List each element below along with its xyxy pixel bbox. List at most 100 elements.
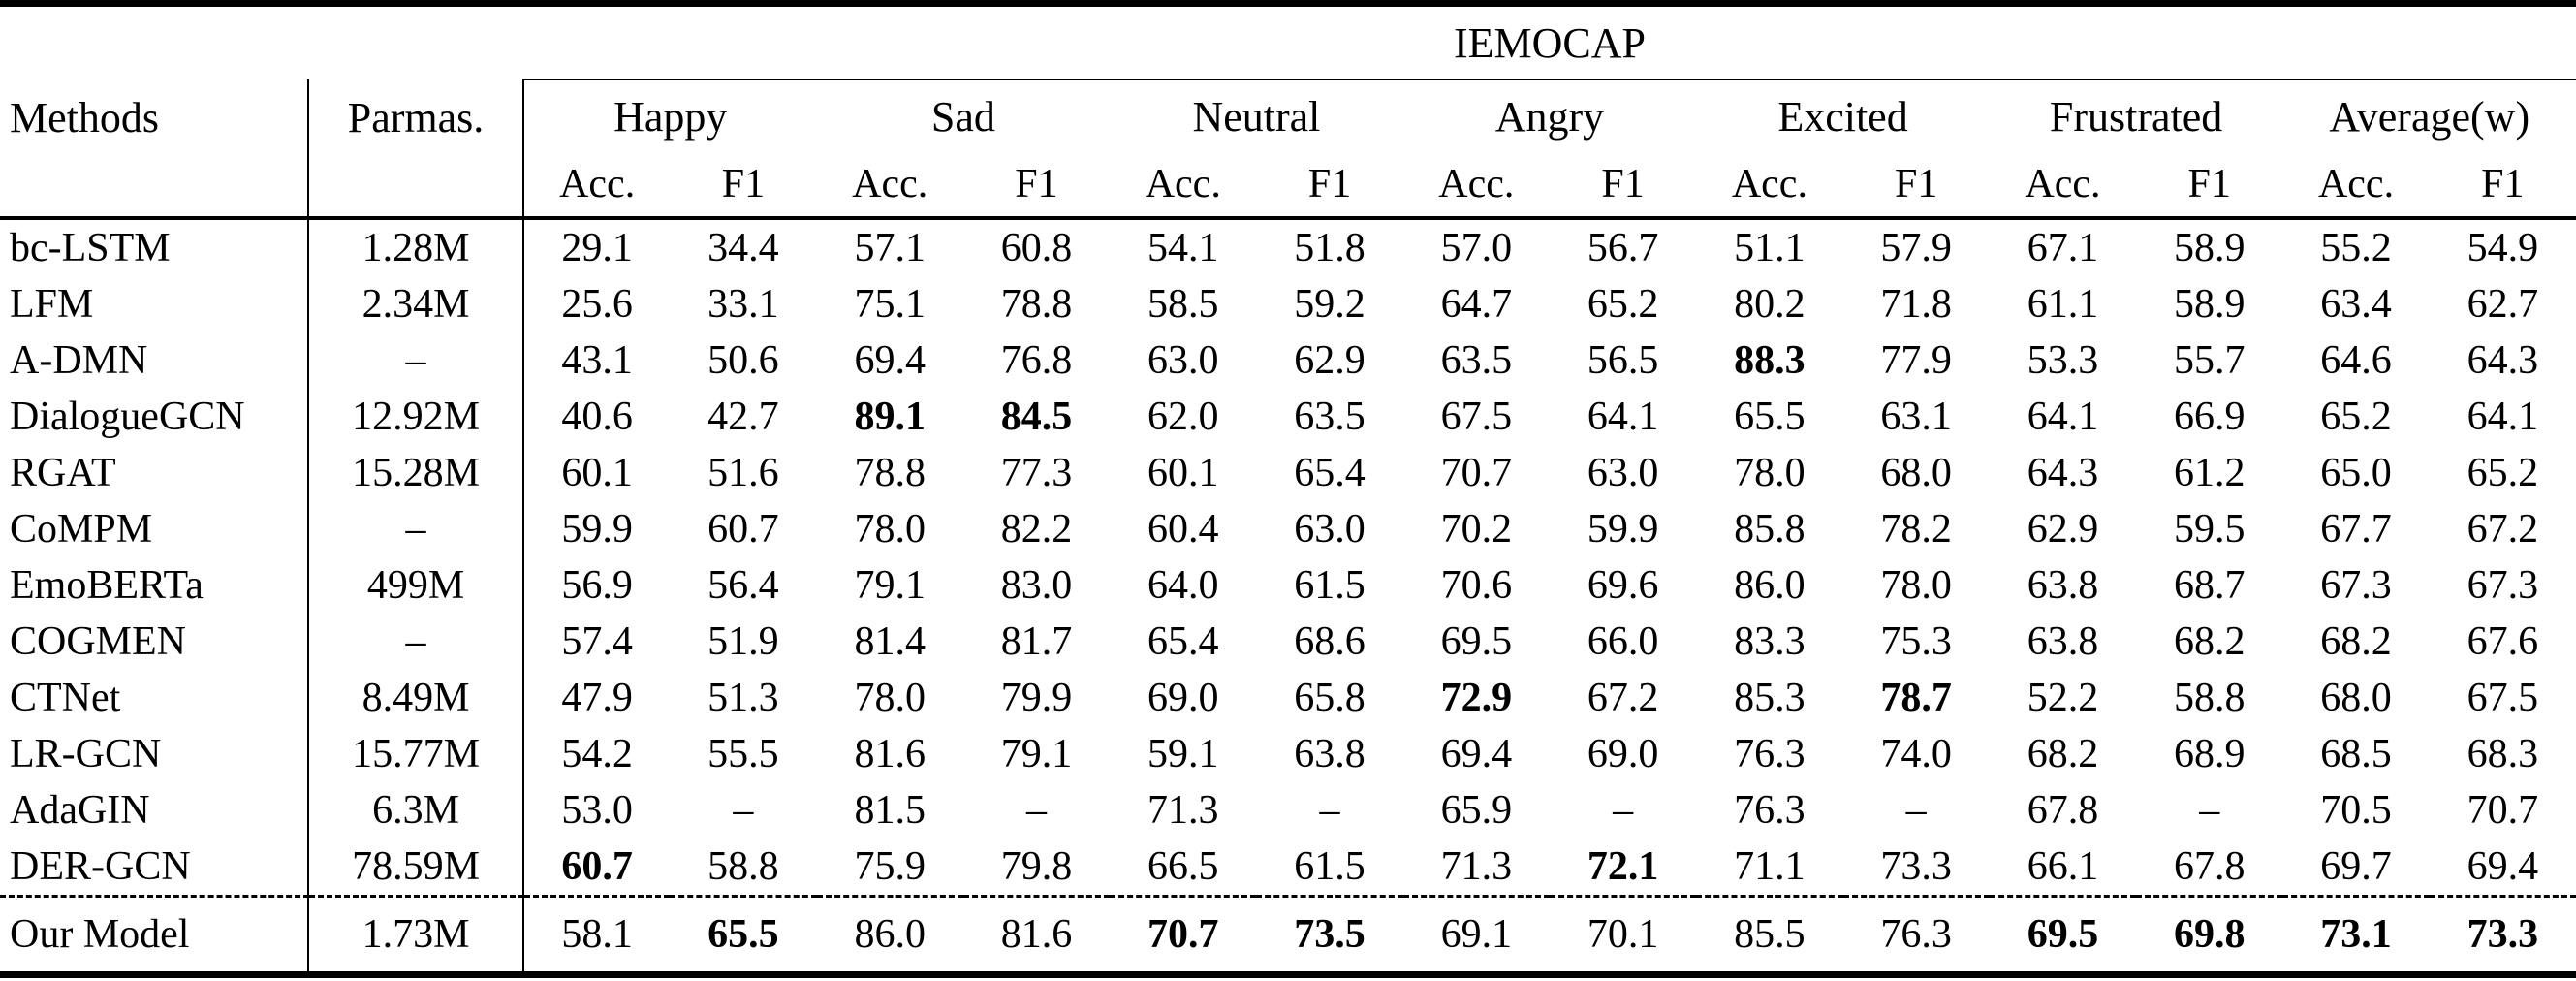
value-cell: 86.0 bbox=[1734, 563, 1806, 608]
value-cell: 57.9 bbox=[1880, 226, 1952, 270]
value-cell: 76.3 bbox=[1734, 732, 1806, 776]
params-value: 1.28M bbox=[308, 218, 524, 276]
value-cell: 77.9 bbox=[1880, 338, 1952, 383]
value-cell: 60.7 bbox=[561, 844, 633, 889]
value-cell: 78.7 bbox=[1880, 676, 1952, 720]
emotion-header-neutral: Neutral bbox=[1110, 79, 1403, 152]
value-cell: 78.0 bbox=[854, 507, 926, 552]
value-cell: 68.5 bbox=[2320, 732, 2392, 776]
value-cell: – bbox=[1613, 788, 1634, 833]
value-cell: 63.0 bbox=[1586, 451, 1659, 495]
value-cell: 78.0 bbox=[854, 676, 926, 720]
table-row: Our Model 1.73M 58.1 65.5 86.0 81.6 70.7 73.5 69… bbox=[0, 895, 2576, 975]
value-cell: 68.6 bbox=[1294, 619, 1366, 664]
value-cell: 54.2 bbox=[561, 732, 633, 776]
value-cell: 67.6 bbox=[2466, 619, 2539, 664]
value-cell: 81.4 bbox=[854, 619, 926, 664]
acc-header: Acc. bbox=[523, 152, 671, 220]
value-cell: 68.2 bbox=[2320, 619, 2392, 664]
value-cell: 81.6 bbox=[962, 895, 1111, 975]
acc-header: Acc. bbox=[816, 152, 963, 220]
value-cell: 62.9 bbox=[2026, 507, 2099, 552]
value-cell: 76.3 bbox=[1734, 788, 1806, 833]
acc-header: Acc. bbox=[1402, 152, 1550, 220]
value-cell: – bbox=[1905, 788, 1927, 833]
value-cell: 57.1 bbox=[854, 226, 926, 270]
method-name: DialogueGCN bbox=[0, 389, 309, 445]
value-cell: 76.3 bbox=[1842, 895, 1990, 975]
params-column-header: Parmas. bbox=[308, 79, 524, 220]
emotion-header-row: Methods Parmas. Happy Sad Neutral Angry … bbox=[0, 79, 2576, 220]
method-name: DER-GCN bbox=[0, 839, 309, 897]
value-cell: 55.2 bbox=[2320, 226, 2392, 270]
f1-header: F1 bbox=[2429, 152, 2576, 220]
table-row: LR-GCN 15.77M 54.2 55.5 81.6 79.1 59.1 63.8 69.4… bbox=[0, 726, 2576, 782]
value-cell: 65.9 bbox=[1440, 788, 1513, 833]
value-cell: 65.5 bbox=[1734, 395, 1806, 439]
value-cell: 74.0 bbox=[1880, 732, 1952, 776]
value-cell: 63.5 bbox=[1294, 395, 1366, 439]
value-cell: 83.0 bbox=[1000, 563, 1073, 608]
method-name: CoMPM bbox=[0, 501, 309, 557]
value-cell: – bbox=[1025, 788, 1047, 833]
value-cell: 65.4 bbox=[1147, 619, 1219, 664]
value-cell: 60.1 bbox=[1147, 451, 1219, 495]
value-cell: 61.5 bbox=[1294, 844, 1366, 889]
value-cell: 78.8 bbox=[1000, 282, 1073, 327]
value-cell: 66.9 bbox=[2173, 395, 2246, 439]
value-cell: 59.9 bbox=[561, 507, 633, 552]
value-cell: 79.1 bbox=[854, 563, 926, 608]
params-value: – bbox=[308, 614, 524, 670]
emotion-header-angry: Angry bbox=[1402, 79, 1697, 152]
value-cell: 88.3 bbox=[1734, 338, 1806, 383]
value-cell: 68.0 bbox=[1880, 451, 1952, 495]
value-cell: 67.7 bbox=[2320, 507, 2392, 552]
value-cell: 75.9 bbox=[854, 844, 926, 889]
dataset-header-row: IEMOCAP bbox=[0, 4, 2576, 80]
value-cell: 51.8 bbox=[1294, 226, 1366, 270]
table-row: AdaGIN 6.3M 53.0 – 81.5 – 71.3 – 65.9 – 76.3 – 67.8 –… bbox=[0, 782, 2576, 839]
value-cell: 78.0 bbox=[1880, 563, 1952, 608]
value-cell: 63.0 bbox=[1147, 338, 1219, 383]
value-cell: 56.9 bbox=[561, 563, 633, 608]
value-cell: 69.8 bbox=[2136, 895, 2283, 975]
value-cell: 67.8 bbox=[2026, 788, 2099, 833]
f1-header: F1 bbox=[1842, 152, 1990, 220]
value-cell: 67.5 bbox=[1440, 395, 1513, 439]
value-cell: 65.2 bbox=[2320, 395, 2392, 439]
f1-header: F1 bbox=[962, 152, 1111, 220]
value-cell: 59.9 bbox=[1586, 507, 1659, 552]
value-cell: 65.2 bbox=[2466, 451, 2539, 495]
value-cell: 72.1 bbox=[1586, 844, 1659, 889]
value-cell: 65.8 bbox=[1294, 676, 1366, 720]
value-cell: 62.0 bbox=[1147, 395, 1219, 439]
value-cell: 67.1 bbox=[2026, 226, 2099, 270]
value-cell: 58.9 bbox=[2173, 282, 2246, 327]
dataset-title: IEMOCAP bbox=[1453, 18, 1647, 67]
metric-header-row: Acc. F1 Acc. F1 Acc. F1 Acc. F1 Acc. F1 … bbox=[0, 152, 2576, 220]
acc-header: Acc. bbox=[1989, 152, 2137, 220]
value-cell: 63.8 bbox=[2026, 619, 2099, 664]
value-cell: 40.6 bbox=[561, 395, 633, 439]
value-cell: 68.0 bbox=[2320, 676, 2392, 720]
value-cell: 67.3 bbox=[2320, 563, 2392, 608]
emotion-header-frustrated: Frustrated bbox=[1989, 79, 2283, 152]
value-cell: 69.0 bbox=[1147, 676, 1219, 720]
value-cell: 68.7 bbox=[2173, 563, 2246, 608]
acc-header: Acc. bbox=[1696, 152, 1843, 220]
table-row: LFM 2.34M 25.6 33.1 75.1 78.8 58.5 59.2 64.7 65.2… bbox=[0, 276, 2576, 332]
value-cell: 78.2 bbox=[1880, 507, 1952, 552]
value-cell: 68.2 bbox=[2173, 619, 2246, 664]
value-cell: 56.7 bbox=[1586, 226, 1659, 270]
value-cell: 54.1 bbox=[1147, 226, 1219, 270]
method-name: RGAT bbox=[0, 445, 309, 501]
value-cell: 65.0 bbox=[2320, 451, 2392, 495]
value-cell: 64.3 bbox=[2466, 338, 2539, 383]
value-cell: 79.8 bbox=[1000, 844, 1073, 889]
value-cell: 50.6 bbox=[707, 338, 779, 383]
value-cell: 70.6 bbox=[1440, 563, 1513, 608]
value-cell: 79.1 bbox=[1000, 732, 1073, 776]
params-value: 15.77M bbox=[308, 726, 524, 782]
f1-header: F1 bbox=[1549, 152, 1697, 220]
